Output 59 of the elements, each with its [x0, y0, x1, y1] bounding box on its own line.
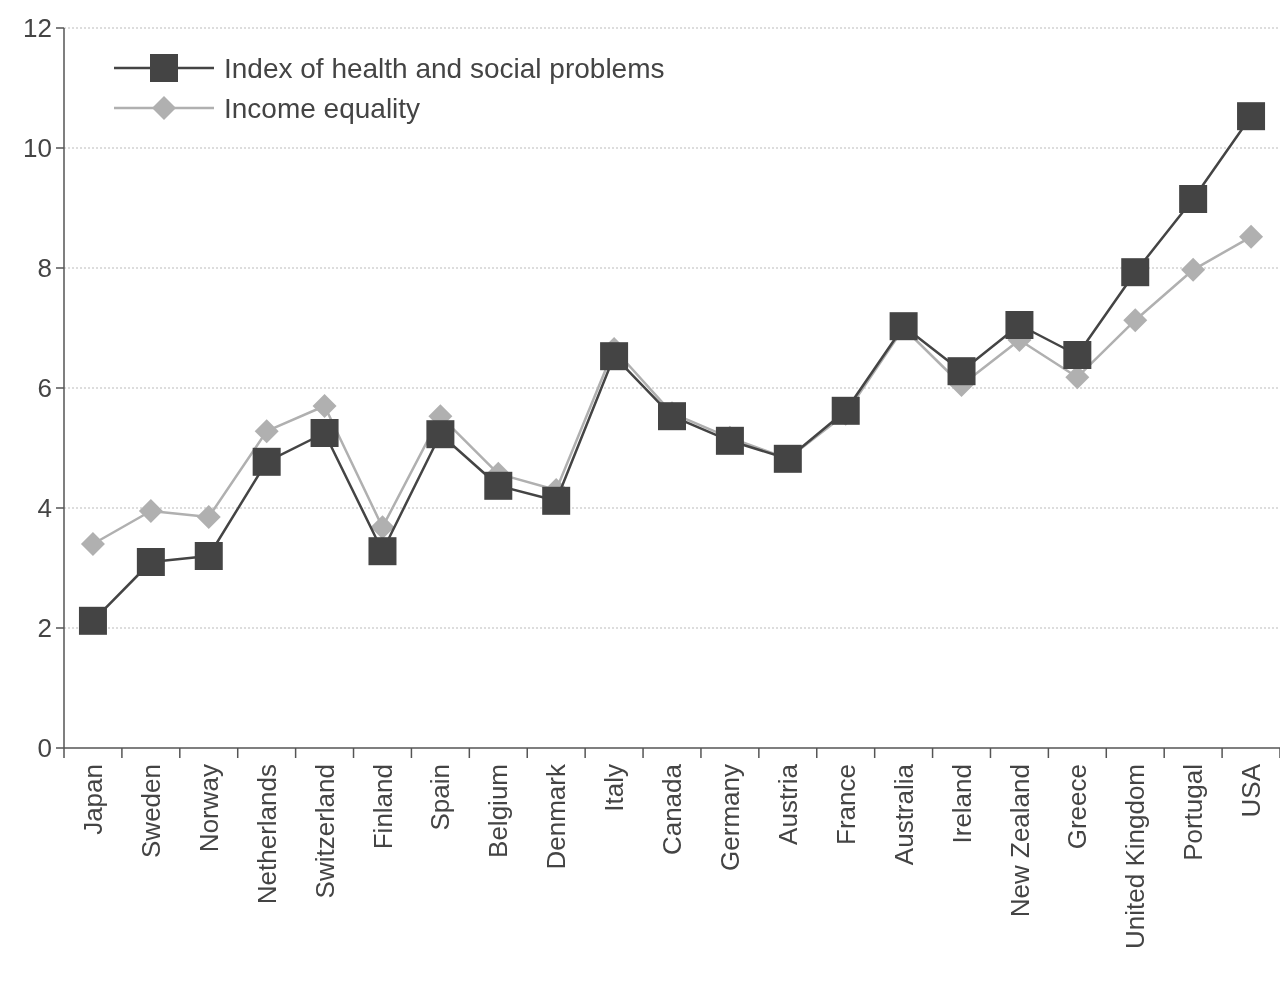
- x-tick-label: Sweden: [135, 764, 166, 858]
- y-tick-label: 2: [37, 613, 52, 644]
- legend-label: Income equality: [224, 92, 421, 124]
- x-tick-label: Australia: [888, 763, 919, 866]
- y-tick-label: 12: [23, 13, 52, 44]
- point: [196, 505, 221, 529]
- y-tick-label: 6: [37, 373, 52, 404]
- point: [484, 471, 513, 500]
- x-tick-label: Canada: [657, 763, 688, 856]
- point: [831, 396, 860, 425]
- point: [80, 532, 105, 556]
- point: [1123, 308, 1148, 333]
- point: [310, 419, 339, 447]
- point: [1121, 258, 1150, 287]
- point: [658, 402, 686, 431]
- y-tick-label: 4: [37, 493, 52, 524]
- x-tick-label: Finland: [367, 764, 398, 850]
- y-tick-label: 10: [23, 133, 52, 164]
- point: [889, 312, 918, 341]
- point: [600, 342, 629, 371]
- point: [1063, 341, 1092, 369]
- y-tick-label: 0: [37, 733, 52, 764]
- x-tick-label: Ireland: [946, 764, 977, 844]
- x-tick-label: Belgium: [483, 764, 514, 858]
- x-tick-label: Netherlands: [251, 764, 282, 905]
- point: [312, 394, 337, 418]
- point: [1005, 311, 1034, 339]
- x-tick-label: Greece: [1062, 764, 1093, 850]
- x-tick-label: USA: [1236, 763, 1267, 818]
- x-tick-label: Spain: [425, 764, 456, 831]
- point: [194, 542, 223, 570]
- point: [1181, 257, 1206, 282]
- point: [1237, 102, 1266, 131]
- point: [370, 515, 395, 540]
- x-tick-label: Portugal: [1178, 764, 1209, 861]
- point: [136, 548, 165, 576]
- legend-label: Index of health and social problems: [224, 52, 665, 84]
- x-tick-label: Denmark: [541, 763, 572, 870]
- point: [1239, 224, 1264, 249]
- point: [426, 420, 455, 449]
- point: [368, 537, 397, 566]
- x-tick-label: Switzerland: [309, 764, 340, 899]
- y-tick-label: 8: [37, 253, 52, 284]
- x-tick-label: Italy: [599, 764, 630, 812]
- point: [78, 606, 107, 635]
- x-tick-label: France: [830, 764, 861, 845]
- point: [715, 426, 744, 455]
- point: [254, 419, 279, 444]
- x-tick-label: Japan: [78, 764, 109, 835]
- x-tick-label: New Zealand: [1004, 764, 1035, 918]
- point: [1179, 185, 1208, 213]
- x-tick-label: Norway: [193, 764, 224, 853]
- point: [947, 357, 976, 386]
- x-tick-label: United Kingdom: [1120, 764, 1151, 949]
- x-tick-label: Austria: [772, 763, 803, 845]
- point: [542, 486, 571, 515]
- point: [138, 499, 163, 523]
- point: [252, 447, 281, 476]
- x-tick-label: Germany: [715, 764, 745, 871]
